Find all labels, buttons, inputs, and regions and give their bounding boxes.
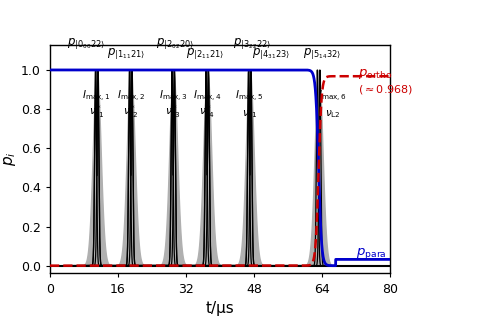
Text: $p_{\mathrm{para}}$: $p_{\mathrm{para}}$ [356,246,386,261]
Text: $p_{|1_{11}21\rangle}$: $p_{|1_{11}21\rangle}$ [108,46,146,61]
Text: $I_{\mathrm{max},1}$: $I_{\mathrm{max},1}$ [82,89,111,104]
Text: $p_{|4_{31}23\rangle}$: $p_{|4_{31}23\rangle}$ [252,46,290,61]
Text: $\nu^*_{\mathrm{L}2}$: $\nu^*_{\mathrm{L}2}$ [123,103,138,120]
Text: $(\approx 0.968)$: $(\approx 0.968)$ [358,83,414,96]
Text: $\nu^*_{\mathrm{L}4}$: $\nu^*_{\mathrm{L}4}$ [199,103,216,120]
Text: $\nu_{\mathrm{L}1}$: $\nu_{\mathrm{L}1}$ [242,108,258,120]
Text: $p_{|0_{00}22\rangle}$: $p_{|0_{00}22\rangle}$ [67,36,105,52]
Text: $I_{\mathrm{max},3}$: $I_{\mathrm{max},3}$ [159,89,188,104]
Text: $p_{|2_{11}21\rangle}$: $p_{|2_{11}21\rangle}$ [186,46,224,61]
Text: $p_{|3_{22}22\rangle}$: $p_{|3_{22}22\rangle}$ [233,36,271,52]
Text: $I_{\mathrm{max},6}$: $I_{\mathrm{max},6}$ [318,89,347,104]
Text: $I_{\mathrm{max},2}$: $I_{\mathrm{max},2}$ [116,89,145,104]
Text: $I_{\mathrm{max},4}$: $I_{\mathrm{max},4}$ [193,89,222,104]
Text: $\nu_{\mathrm{L}2}$: $\nu_{\mathrm{L}2}$ [325,108,340,120]
Text: $p_{\mathrm{ortho}}$: $p_{\mathrm{ortho}}$ [358,67,392,81]
Y-axis label: $p_i$: $p_i$ [2,152,18,166]
Text: $I_{\mathrm{max},5}$: $I_{\mathrm{max},5}$ [236,89,264,104]
Text: $\nu^*_{\mathrm{L}1}$: $\nu^*_{\mathrm{L}1}$ [89,103,104,120]
X-axis label: t/μs: t/μs [206,301,234,316]
Text: $p_{|5_{14}32\rangle}$: $p_{|5_{14}32\rangle}$ [303,46,341,61]
Text: $p_{|2_{02}20\rangle}$: $p_{|2_{02}20\rangle}$ [156,36,194,52]
Text: $\nu^*_{\mathrm{L}3}$: $\nu^*_{\mathrm{L}3}$ [166,103,181,120]
